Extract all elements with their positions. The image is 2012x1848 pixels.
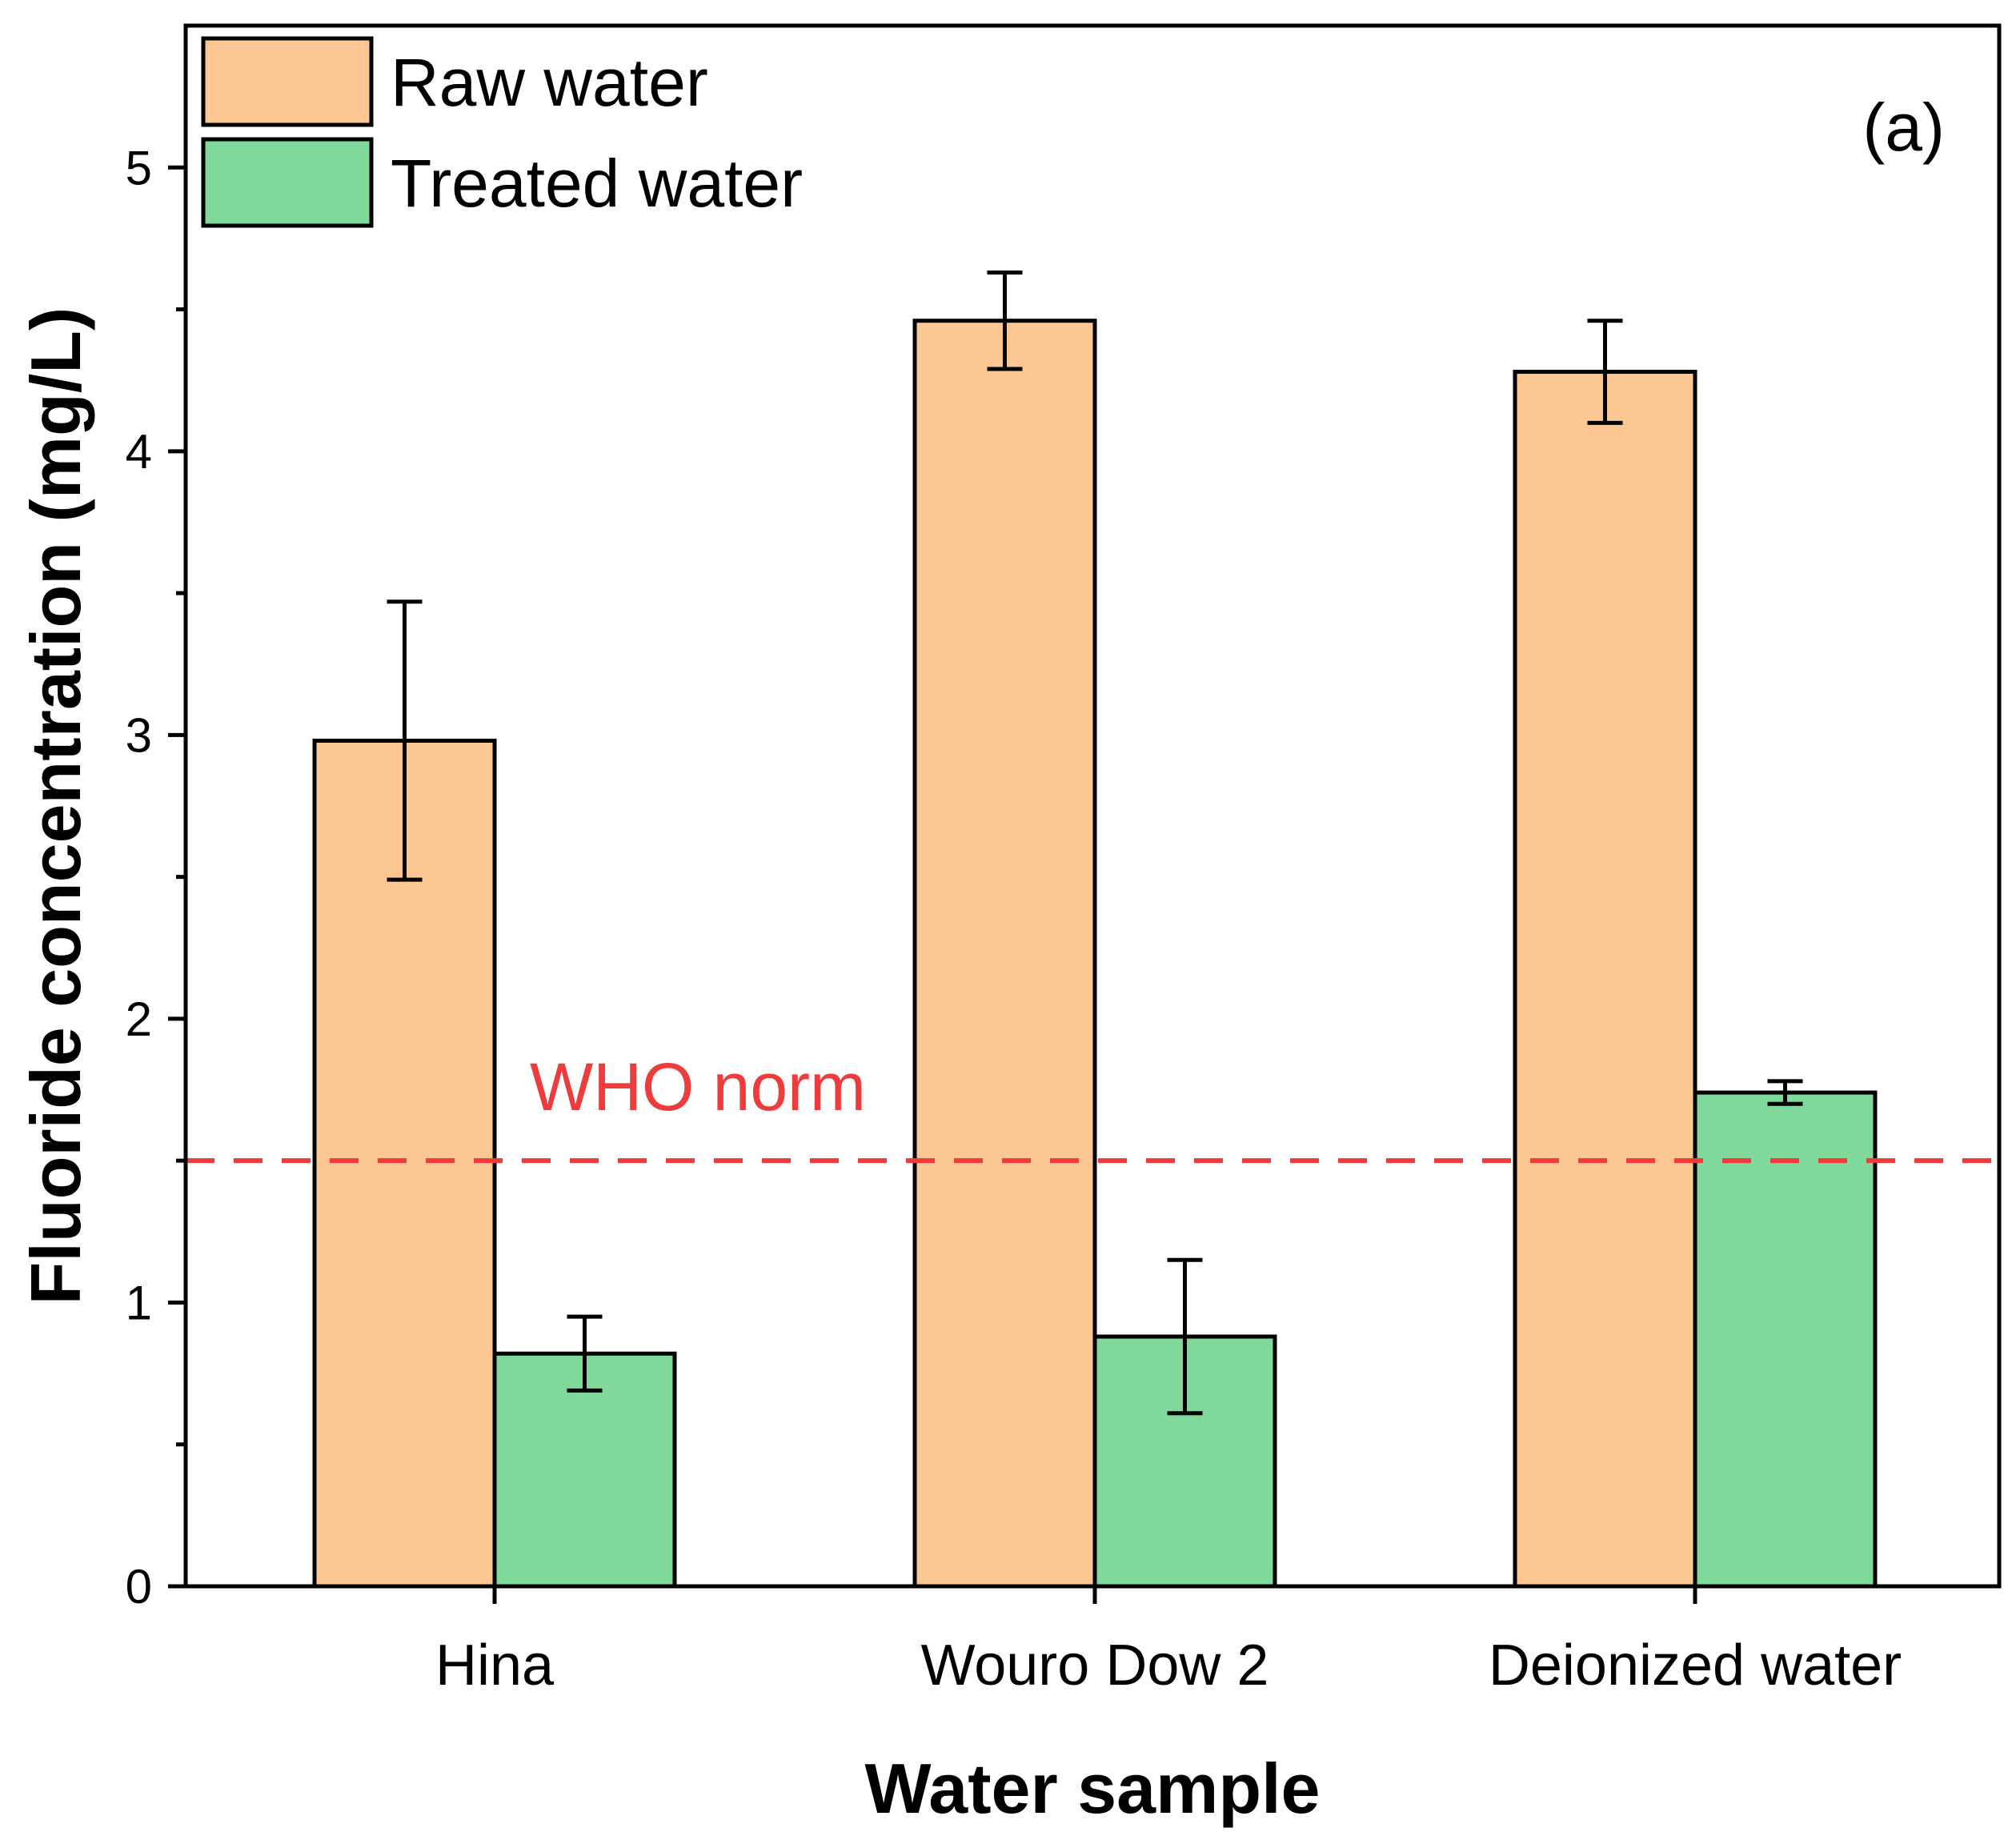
- legend-label-treated: Treated water: [391, 146, 803, 221]
- y-axis-title: Fluoride concentration (mg/L): [16, 307, 95, 1305]
- y-tick-label: 2: [126, 992, 152, 1046]
- y-tick-label: 1: [126, 1276, 152, 1329]
- bar-treated-2: [1693, 1090, 1878, 1589]
- legend-label-raw: Raw water: [391, 45, 708, 120]
- y-axis: 0 1 2 3 4 5: [126, 141, 186, 1613]
- bar-raw-2: [1513, 370, 1697, 1589]
- x-category-label: Hina: [435, 1634, 555, 1698]
- reference-line-group: WHO norm: [186, 1049, 1999, 1164]
- who-norm-label: WHO norm: [530, 1049, 866, 1124]
- x-category-label: Deionized water: [1489, 1634, 1902, 1698]
- y-tick-label: 5: [126, 141, 152, 194]
- y-tick-label: 0: [126, 1560, 152, 1613]
- x-axis: Hina Wouro Dow 2 Deionized water: [435, 1586, 1902, 1698]
- panel-label: (a): [1862, 90, 1945, 165]
- y-tick-label: 3: [126, 708, 152, 762]
- y-tick-label: 4: [126, 425, 152, 479]
- legend: Raw water Treated water: [201, 36, 803, 228]
- bars-group: [312, 319, 1878, 1589]
- x-category-label: Wouro Dow 2: [921, 1634, 1269, 1698]
- error-bars-group: [387, 270, 1803, 1416]
- bar-raw-1: [912, 319, 1097, 1589]
- legend-swatch-treated: [201, 137, 374, 228]
- x-axis-title: Water sample: [865, 1749, 1321, 1828]
- legend-swatch-raw: [201, 36, 374, 127]
- plot-frame: [183, 23, 2002, 1589]
